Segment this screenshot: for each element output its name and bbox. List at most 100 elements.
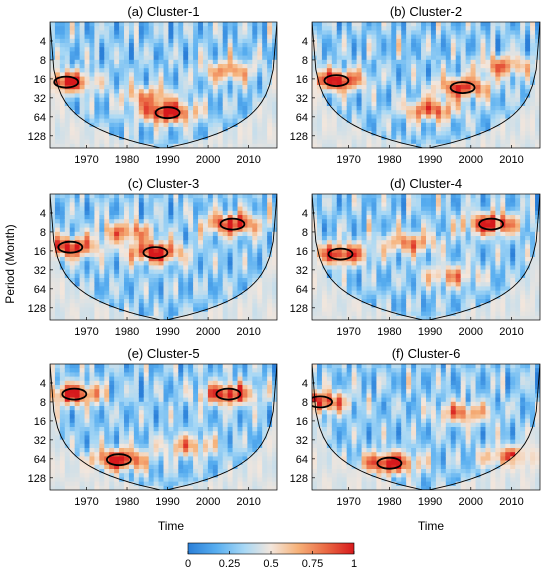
y-tick-label: 4 [40,208,46,220]
significance-contour [142,246,169,260]
y-tick-label: 128 [290,473,308,485]
x-tick-label: 2010 [499,326,523,338]
y-tick-label: 8 [302,55,308,67]
colorbar-tick-label: 0.5 [263,558,278,570]
y-tick-label: 4 [302,378,308,390]
power-heatmap [50,22,277,148]
panel-frame [49,21,278,149]
y-tick-label: 16 [34,246,46,258]
panel-title: (f) Cluster-6 [392,346,461,361]
x-tick-label: 1980 [377,154,401,166]
significance-contour [106,453,132,467]
significance-contour [154,106,181,120]
y-tick-label: 64 [296,284,308,296]
significance-contour [312,395,333,409]
y-tick-label: 4 [302,36,308,48]
x-axis-label-left: Time [158,519,185,533]
y-tick-label: 64 [34,112,46,124]
cone-of-influence [50,364,277,490]
y-tick-label: 32 [34,435,46,447]
x-tick-label: 1990 [155,154,179,166]
y-tick-label: 64 [296,112,308,124]
y-tick-label: 64 [34,454,46,466]
wavelet-panel: (e) Cluster-5 4 8 16 32 64 128 1970 1980 1990 2000… [28,346,278,508]
colorbar-tick-label: 1 [351,558,357,570]
colorbar-tick-label: 0.25 [219,558,240,570]
power-heatmap [50,194,277,320]
panel-frame [311,363,541,491]
wavelet-panel: (c) Cluster-3 4 8 16 32 64 128 1970 1980 1990 2000… [28,176,278,338]
y-tick-label: 8 [302,227,308,239]
power-heatmap [50,364,277,490]
y-tick-label: 32 [34,265,46,277]
panel-frame [49,363,278,491]
y-tick-label: 8 [302,397,308,409]
y-tick-label: 128 [290,303,308,315]
y-tick-label: 128 [28,473,46,485]
colorbar-tick-label: 0.75 [302,558,323,570]
y-tick-label: 64 [34,284,46,296]
x-tick-label: 2010 [236,154,260,166]
x-tick-label: 1970 [336,154,360,166]
x-tick-label: 1990 [418,496,442,508]
y-tick-label: 4 [40,36,46,48]
y-tick-label: 16 [34,74,46,86]
panel-frame [49,193,278,321]
x-tick-label: 1970 [336,326,360,338]
panel-title: (c) Cluster-3 [128,176,200,191]
cone-of-influence [312,194,540,320]
wavelet-panel: (a) Cluster-1 4 8 16 32 64 128 1970 1980 1990 2000… [28,4,278,166]
significance-contour [323,74,350,87]
x-tick-label: 2010 [499,496,523,508]
x-tick-label: 2000 [459,326,483,338]
y-tick-label: 64 [296,454,308,466]
x-tick-label: 2000 [459,496,483,508]
cone-of-influence [50,194,277,320]
x-tick-label: 1980 [115,154,139,166]
significance-contour [449,81,476,94]
significance-contour [219,217,246,231]
significance-contour [215,387,242,401]
power-heatmap [312,22,540,148]
y-tick-label: 128 [28,131,46,143]
colorbar: 0 0.25 0.5 0.75 1 [185,542,357,570]
x-tick-label: 2010 [499,154,523,166]
cone-of-influence [312,22,540,148]
y-tick-label: 128 [290,131,308,143]
wavelet-panel: (d) Cluster-4 4 8 16 32 64 128 1970 1980 1990 2000… [290,176,541,338]
y-tick-label: 8 [40,55,46,67]
cone-of-influence [50,22,277,148]
x-tick-label: 2000 [196,496,220,508]
significance-contour [478,217,505,231]
x-tick-label: 1990 [155,496,179,508]
x-tick-label: 1990 [155,326,179,338]
y-tick-label: 8 [40,397,46,409]
x-tick-label: 1970 [336,496,360,508]
y-tick-label: 16 [296,416,308,428]
panels: (a) Cluster-1 4 8 16 32 64 128 1970 1980 1990 2000… [28,4,541,508]
significance-contour [327,247,354,261]
significance-contour [376,456,403,470]
y-tick-label: 16 [34,416,46,428]
x-axis-label-right: Time [418,519,445,533]
y-tick-label: 128 [28,303,46,315]
y-axis-label: Period (Month) [3,224,17,303]
y-tick-label: 16 [296,246,308,258]
y-tick-label: 32 [296,93,308,105]
y-tick-label: 4 [40,378,46,390]
y-tick-label: 8 [40,227,46,239]
x-tick-label: 1980 [377,326,401,338]
x-tick-label: 2000 [196,326,220,338]
panel-frame [311,21,541,149]
x-tick-label: 1970 [74,326,98,338]
x-tick-label: 2010 [236,496,260,508]
panel-frame [311,193,541,321]
y-tick-label: 32 [296,435,308,447]
cone-of-influence [312,364,540,490]
x-tick-label: 1970 [74,154,98,166]
y-tick-label: 32 [296,265,308,277]
wavelet-panel: (f) Cluster-6 4 8 16 32 64 128 1970 1980 1990 2000… [290,346,541,508]
panel-title: (d) Cluster-4 [390,176,462,191]
significance-contour [53,75,80,89]
